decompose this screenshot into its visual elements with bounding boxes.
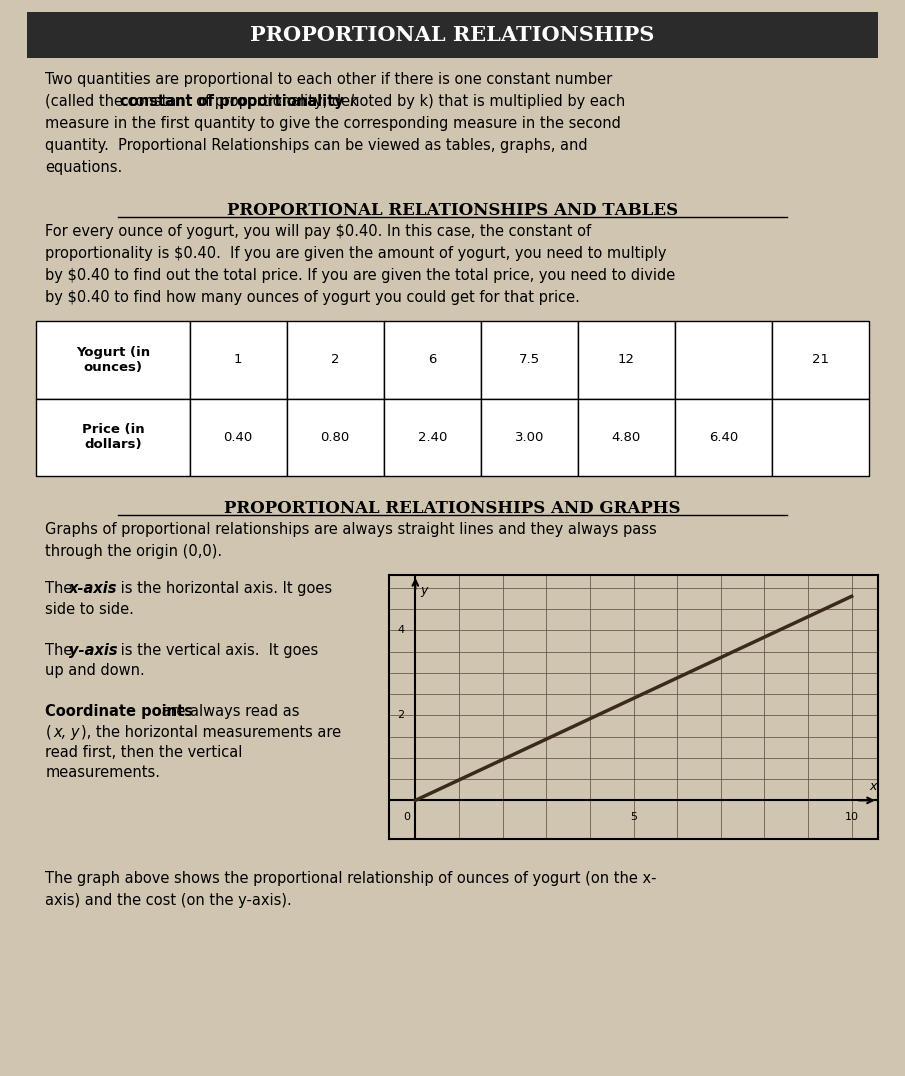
Bar: [27, 12, 878, 58]
Text: quantity.  Proportional Relationships can be viewed as tables, graphs, and: quantity. Proportional Relationships can…: [45, 138, 588, 153]
Bar: [287, 321, 384, 398]
Text: 4: 4: [397, 625, 405, 635]
Text: measure in the first quantity to give the corresponding measure in the second: measure in the first quantity to give th…: [45, 116, 621, 131]
Text: (called the constant of proportionality, denoted by k) that is multiplied by eac: (called the constant of proportionality,…: [45, 94, 625, 109]
Text: Coordinate points: Coordinate points: [45, 704, 194, 719]
Text: axis) and the cost (on the y-axis).: axis) and the cost (on the y-axis).: [45, 893, 292, 908]
Text: x: x: [869, 780, 877, 793]
Text: proportionality is $0.40.  If you are given the amount of yogurt, you need to mu: proportionality is $0.40. If you are giv…: [45, 246, 667, 261]
Text: 2: 2: [397, 710, 405, 720]
Text: 0.40: 0.40: [224, 430, 252, 443]
Bar: [481, 321, 577, 398]
Text: 6.40: 6.40: [709, 430, 738, 443]
Text: 0.80: 0.80: [320, 430, 350, 443]
Text: equations.: equations.: [45, 160, 122, 175]
Bar: [36, 321, 190, 398]
Text: y-axis: y-axis: [69, 642, 118, 657]
Text: x, y: x, y: [53, 724, 80, 739]
Text: ), the horizontal measurements are: ), the horizontal measurements are: [81, 724, 341, 739]
Bar: [577, 398, 675, 476]
Text: 5: 5: [630, 812, 637, 822]
Text: side to side.: side to side.: [45, 601, 134, 617]
Text: 10: 10: [844, 812, 859, 822]
Text: 4.80: 4.80: [612, 430, 641, 443]
Text: 21: 21: [812, 353, 829, 366]
Text: The graph above shows the proportional relationship of ounces of yogurt (on the : The graph above shows the proportional r…: [45, 870, 657, 886]
Text: k: k: [349, 94, 357, 109]
Text: measurements.: measurements.: [45, 765, 160, 780]
Bar: [577, 321, 675, 398]
Text: 12: 12: [618, 353, 634, 366]
Text: 2: 2: [331, 353, 339, 366]
Bar: [772, 398, 869, 476]
Bar: [190, 321, 287, 398]
Bar: [384, 398, 481, 476]
Text: 3.00: 3.00: [515, 430, 544, 443]
Text: through the origin (0,0).: through the origin (0,0).: [45, 544, 223, 560]
Text: Yogurt (in
ounces): Yogurt (in ounces): [76, 345, 150, 373]
Text: For every ounce of yogurt, you will pay $0.40. In this case, the constant of: For every ounce of yogurt, you will pay …: [45, 224, 591, 239]
Text: P​ROPORTIONAL R​ELATIONSHIPS AND G​RAPHS: P​ROPORTIONAL R​ELATIONSHIPS AND G​RAPHS: [224, 499, 681, 516]
Text: is the horizontal axis. It goes: is the horizontal axis. It goes: [116, 581, 332, 596]
Text: by $0.40 to find out the total price. If you are given the total price, you need: by $0.40 to find out the total price. If…: [45, 268, 675, 283]
Text: (: (: [45, 724, 51, 739]
Text: are always read as: are always read as: [157, 704, 300, 719]
Text: The: The: [45, 581, 77, 596]
Text: 0: 0: [403, 812, 410, 822]
Bar: [675, 321, 772, 398]
Bar: [481, 398, 577, 476]
Bar: [36, 398, 190, 476]
Bar: [190, 398, 287, 476]
Bar: [287, 398, 384, 476]
Text: Price (in
dollars): Price (in dollars): [81, 423, 144, 451]
Text: The: The: [45, 642, 77, 657]
Text: 2.40: 2.40: [417, 430, 447, 443]
Text: up and down.: up and down.: [45, 663, 145, 678]
Text: constant of proportionality: constant of proportionality: [120, 94, 344, 109]
Text: read first, then the vertical: read first, then the vertical: [45, 745, 243, 760]
Text: P​ROPORTIONAL R​ELATIONSHIPS AND T​ABLES: P​ROPORTIONAL R​ELATIONSHIPS AND T​ABLES: [227, 201, 678, 218]
Text: 1: 1: [233, 353, 243, 366]
Text: x-axis: x-axis: [69, 581, 118, 596]
Text: Two quantities are proportional to each other if there is one constant number: Two quantities are proportional to each …: [45, 72, 613, 87]
Text: by $0.40 to find how many ounces of yogurt you could get for that price.: by $0.40 to find how many ounces of yogu…: [45, 291, 580, 306]
Bar: [675, 398, 772, 476]
Bar: [384, 321, 481, 398]
Text: 7.5: 7.5: [519, 353, 539, 366]
Text: 6: 6: [428, 353, 436, 366]
Text: Graphs of proportional relationships are always straight lines and they always p: Graphs of proportional relationships are…: [45, 522, 657, 537]
Text: y: y: [421, 583, 428, 596]
Text: is the vertical axis.  It goes: is the vertical axis. It goes: [116, 642, 318, 657]
Bar: [772, 321, 869, 398]
Text: P​ROPORTIONAL R​ELATIONSHIPS: P​ROPORTIONAL R​ELATIONSHIPS: [251, 25, 654, 45]
